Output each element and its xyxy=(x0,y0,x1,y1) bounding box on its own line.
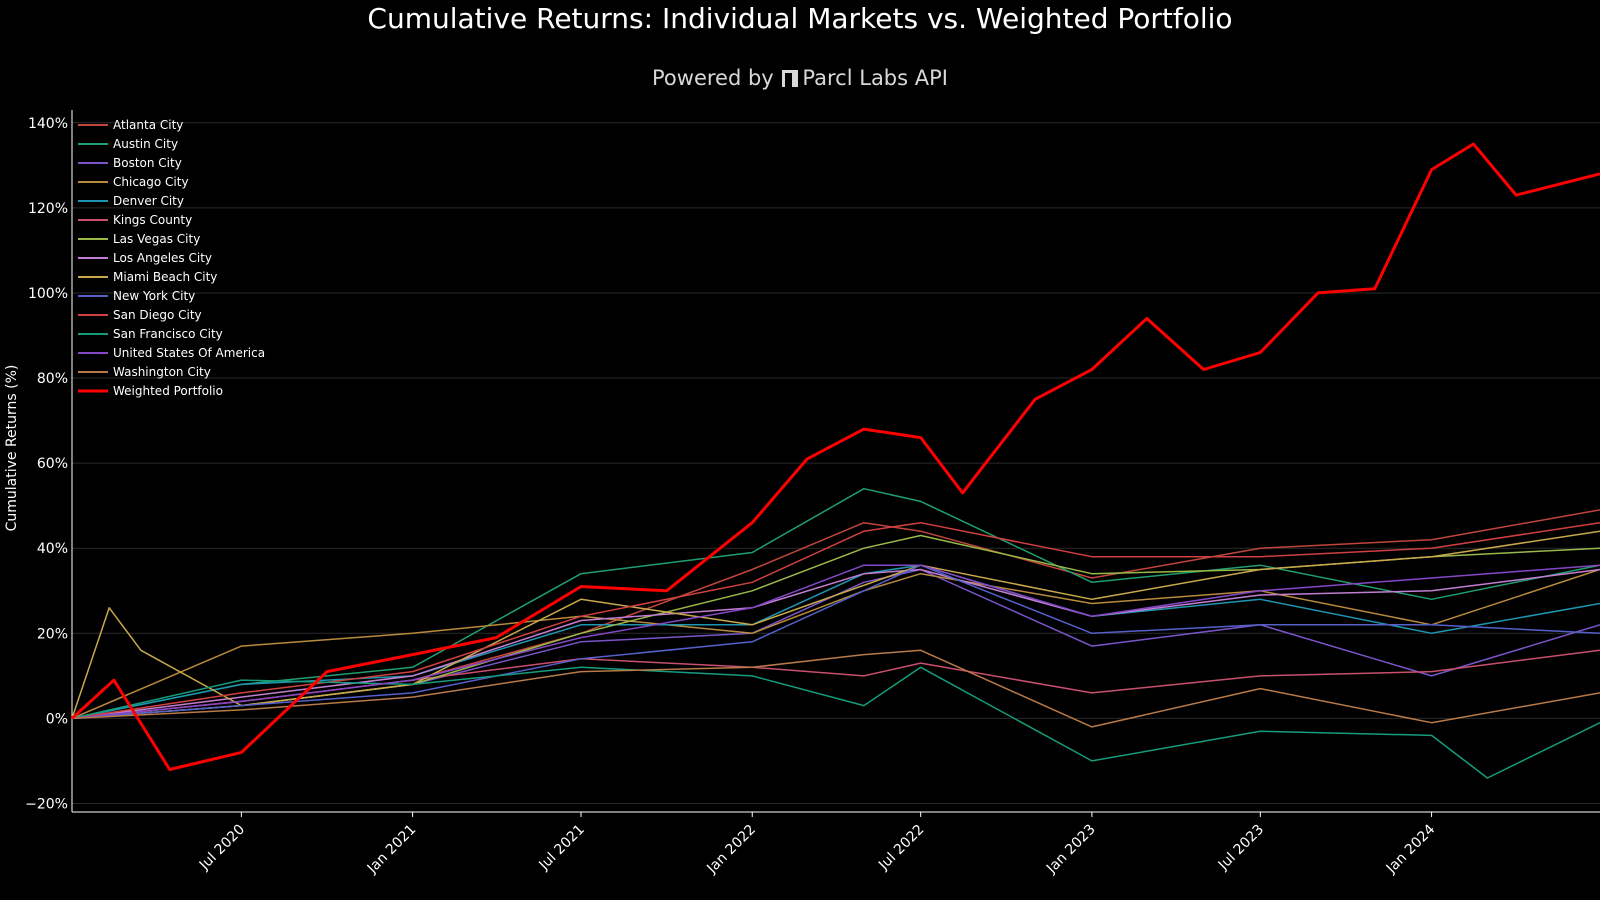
series-line-kings-county xyxy=(71,649,1600,720)
legend-item[interactable]: Los Angeles City xyxy=(78,251,212,265)
series-line-austin-city xyxy=(71,487,1600,720)
series-line-atlanta-city xyxy=(71,509,1600,720)
chart-title: Cumulative Returns: Individual Markets v… xyxy=(367,2,1233,35)
legend-label: Austin City xyxy=(113,137,178,151)
legend-item[interactable]: Austin City xyxy=(78,137,178,151)
x-tick-label: Jul 2021 xyxy=(536,822,588,874)
legend-label: San Francisco City xyxy=(113,327,223,341)
series-line-united-states-of-america xyxy=(71,564,1600,720)
x-tick-label: Jul 2020 xyxy=(196,822,248,874)
legend-item[interactable]: Chicago City xyxy=(78,175,189,189)
x-tick-label: Jan 2024 xyxy=(1383,821,1439,877)
legend-label: Chicago City xyxy=(113,175,189,189)
legend-label: Atlanta City xyxy=(113,118,183,132)
y-tick-label: 140% xyxy=(28,116,68,132)
parcl-logo-icon xyxy=(782,70,799,87)
legend-item[interactable]: Las Vegas City xyxy=(78,232,200,246)
legend[interactable]: Atlanta City Austin City Boston City Chicag… xyxy=(78,118,265,398)
y-tick-label: 120% xyxy=(28,201,68,217)
series-line-miami-beach-city xyxy=(71,530,1600,719)
series-line-washington-city xyxy=(71,649,1600,728)
legend-label: San Diego City xyxy=(113,308,202,322)
x-tick-label: Jul 2023 xyxy=(1215,822,1267,874)
legend-label: Weighted Portfolio xyxy=(113,384,223,398)
legend-label: Denver City xyxy=(113,194,184,208)
legend-item[interactable]: Boston City xyxy=(78,156,182,170)
legend-label: Washington City xyxy=(113,365,211,379)
y-tick-label: 20% xyxy=(37,626,68,642)
y-tick-label: 60% xyxy=(37,456,68,472)
series-line-weighted-portfolio xyxy=(70,142,1600,771)
legend-item[interactable]: San Francisco City xyxy=(78,327,223,341)
y-tick-label: 40% xyxy=(37,541,68,557)
y-tick-label: 80% xyxy=(37,371,68,387)
legend-label: Las Vegas City xyxy=(113,232,200,246)
series-line-las-vegas-city xyxy=(71,534,1600,720)
legend-label: New York City xyxy=(113,289,195,303)
legend-item[interactable]: Kings County xyxy=(78,213,192,227)
x-tick-label: Jan 2023 xyxy=(1043,822,1099,878)
legend-label: United States Of America xyxy=(113,346,265,360)
legend-item[interactable]: Atlanta City xyxy=(78,118,183,132)
brand-caption: Powered by Parcl Labs API xyxy=(0,66,1600,90)
brand-name: Parcl Labs API xyxy=(802,66,948,90)
series-lines xyxy=(70,142,1600,779)
y-tick-label: −20% xyxy=(25,796,68,812)
legend-item[interactable]: Denver City xyxy=(78,194,184,208)
brand-prefix: Powered by xyxy=(652,66,774,90)
gridlines xyxy=(72,122,1600,804)
x-tick-label: Jan 2021 xyxy=(364,822,420,878)
legend-item[interactable]: Washington City xyxy=(78,365,211,379)
legend-item[interactable]: United States Of America xyxy=(78,346,265,360)
x-tick-label: Jan 2022 xyxy=(703,822,759,878)
legend-item[interactable]: Miami Beach City xyxy=(78,270,217,284)
series-line-new-york-city xyxy=(71,564,1600,720)
legend-item[interactable]: Weighted Portfolio xyxy=(78,384,223,398)
legend-item[interactable]: New York City xyxy=(78,289,195,303)
x-tick-label: Jul 2022 xyxy=(875,822,927,874)
legend-item[interactable]: San Diego City xyxy=(78,308,202,322)
axes: −20% 0% 20% 40% 60% 80% 100% 120% 140% Jul 2020 Ja… xyxy=(25,110,1600,877)
series-line-san-diego-city xyxy=(71,521,1600,720)
legend-label: Kings County xyxy=(113,213,192,227)
legend-label: Miami Beach City xyxy=(113,270,217,284)
y-tick-label: 0% xyxy=(46,711,68,727)
legend-label: Los Angeles City xyxy=(113,251,212,265)
legend-label: Boston City xyxy=(113,156,182,170)
y-tick-label: 100% xyxy=(28,286,68,302)
series-line-san-francisco-city xyxy=(71,666,1600,779)
